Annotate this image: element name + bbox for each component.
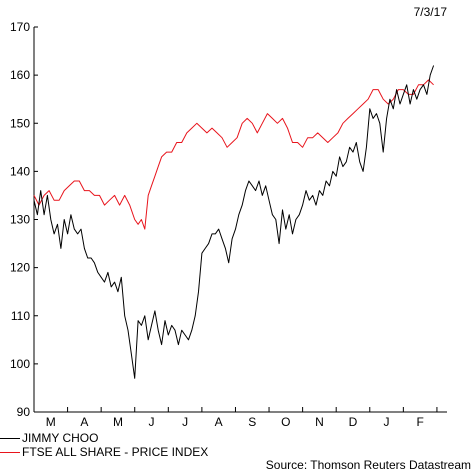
y-tick-label: 120 bbox=[10, 261, 30, 275]
x-tick-label: S bbox=[248, 415, 256, 429]
x-tick-label: O bbox=[281, 415, 290, 429]
y-tick-label: 140 bbox=[10, 164, 30, 178]
legend-label-ftse: FTSE ALL SHARE - PRICE INDEX bbox=[22, 445, 209, 459]
legend-swatch-jimmy-choo bbox=[0, 438, 20, 440]
series-layer bbox=[33, 65, 435, 379]
y-axis: 90 100 110 120 130 140 150 160 170 bbox=[10, 20, 38, 419]
y-tick-label: 170 bbox=[10, 20, 30, 34]
legend-item-ftse: FTSE ALL SHARE - PRICE INDEX bbox=[0, 445, 208, 459]
y-tick-label: 90 bbox=[17, 405, 31, 419]
x-tick-label: D bbox=[349, 415, 358, 429]
y-tick-label: 160 bbox=[10, 68, 30, 82]
y-tick-label: 130 bbox=[10, 213, 30, 227]
y-tick-label: 100 bbox=[10, 357, 30, 371]
x-tick-label: J bbox=[182, 415, 188, 429]
x-tick-label: F bbox=[416, 415, 423, 429]
series-line-jimmy-choo bbox=[33, 65, 435, 379]
x-tick-label: J bbox=[149, 415, 155, 429]
x-tick-label: N bbox=[315, 415, 324, 429]
x-tick-label: M bbox=[46, 415, 56, 429]
source-note: Source: Thomson Reuters Datastream bbox=[265, 458, 471, 472]
x-tick-label: A bbox=[80, 415, 88, 429]
x-tick-label: A bbox=[215, 415, 223, 429]
series-line-ftse-all-share-price-index bbox=[33, 79, 434, 230]
y-tick-label: 150 bbox=[10, 116, 30, 130]
x-tick-label: J bbox=[384, 415, 390, 429]
date-label: 7/3/17 bbox=[413, 5, 447, 19]
legend-label-jimmy-choo: JIMMY CHOO bbox=[22, 431, 99, 445]
y-tick-label: 110 bbox=[11, 309, 30, 323]
legend-swatch-ftse bbox=[0, 452, 20, 454]
x-tick-label: M bbox=[113, 415, 123, 429]
legend-item-jimmy-choo: JIMMY CHOO bbox=[0, 431, 98, 445]
